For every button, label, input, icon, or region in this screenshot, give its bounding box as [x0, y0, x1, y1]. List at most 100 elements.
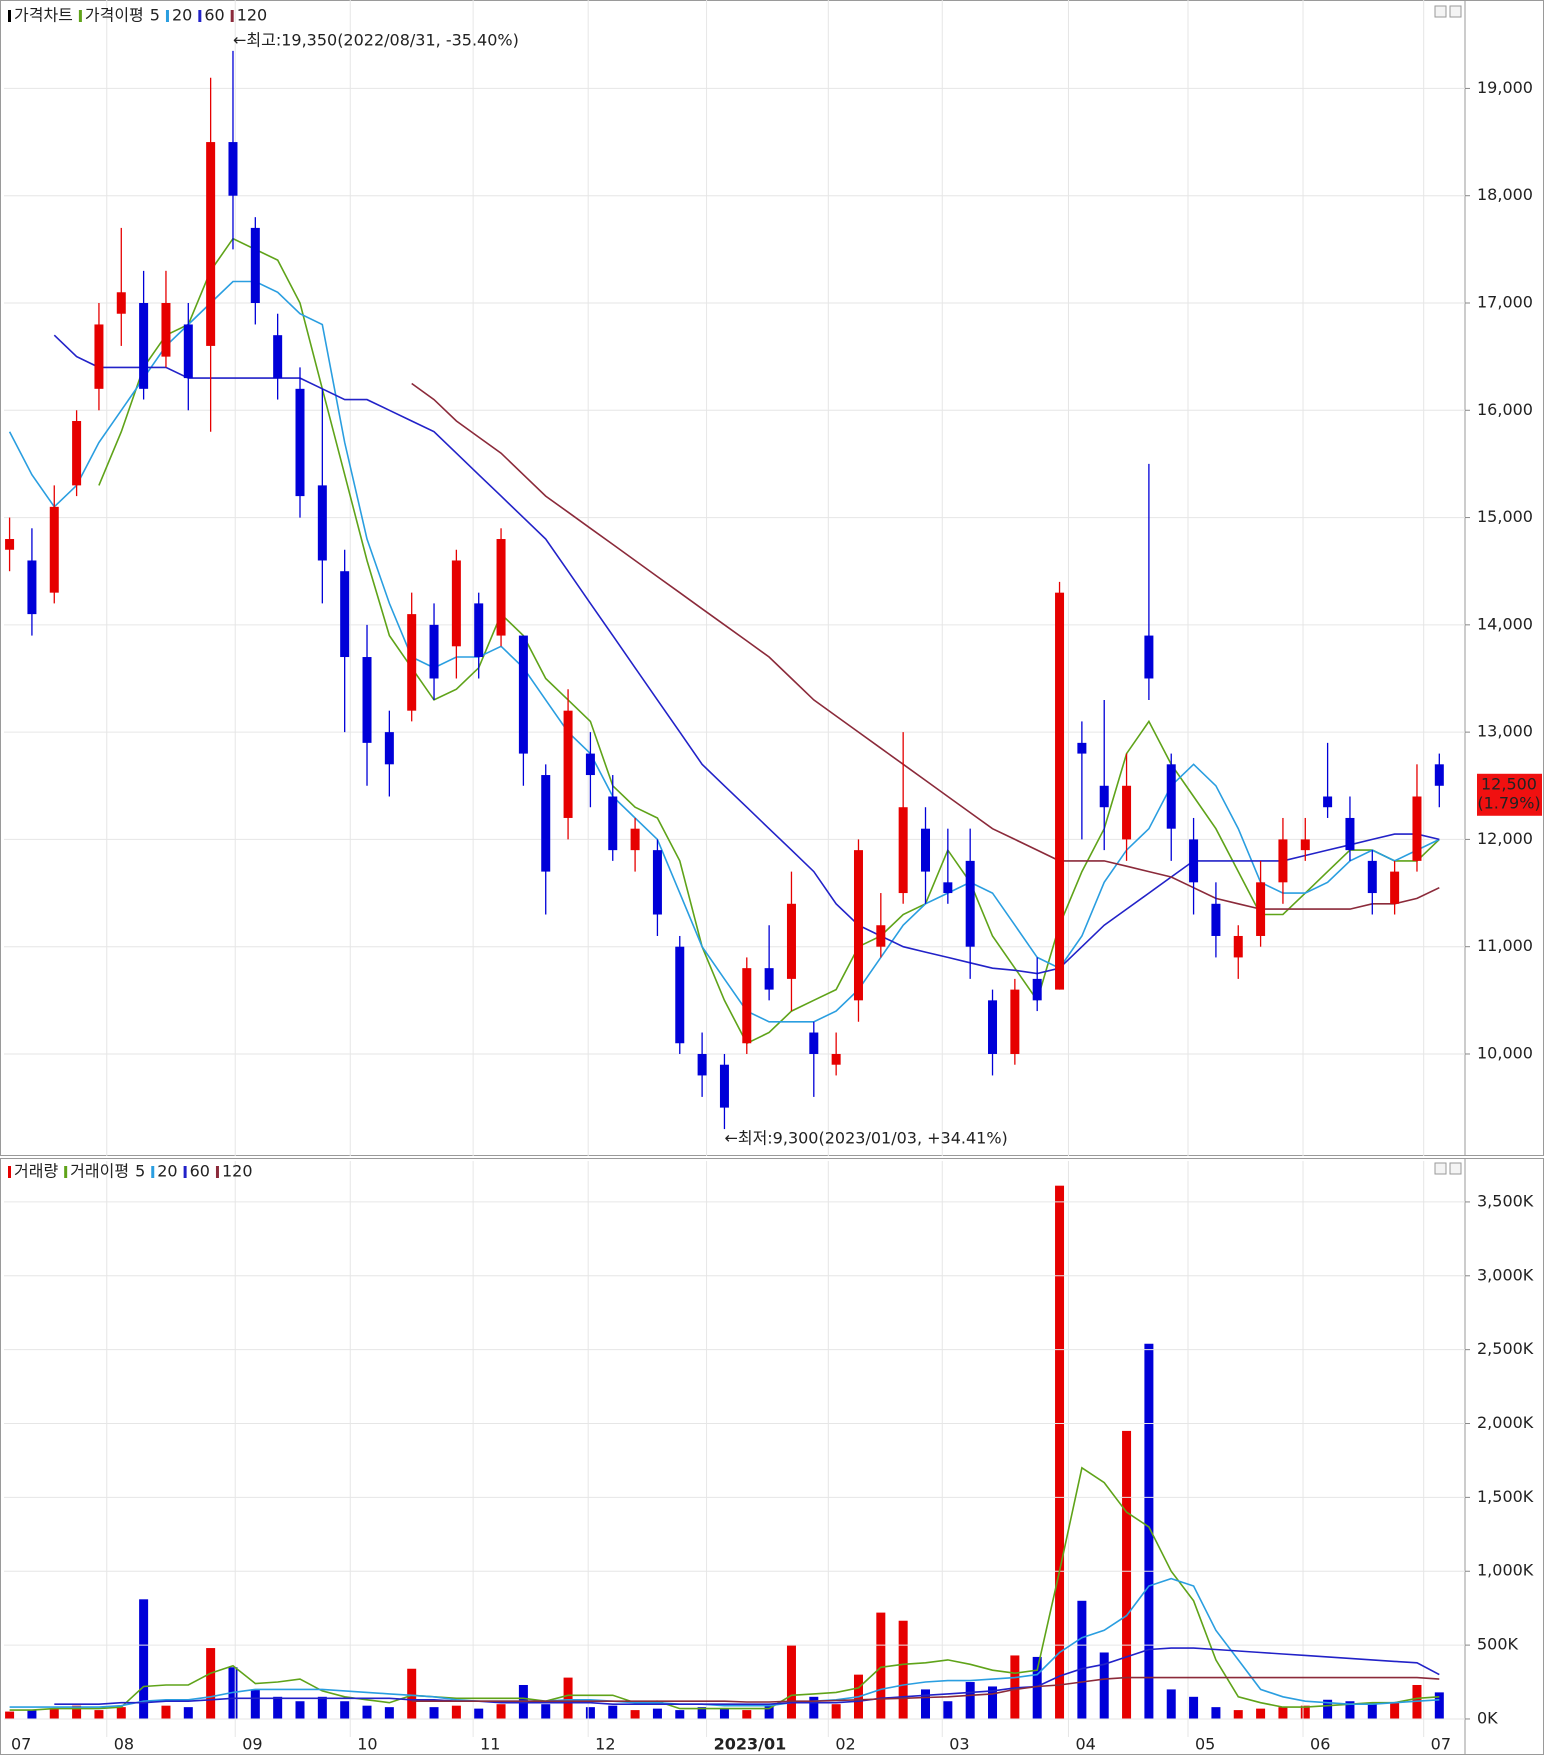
- candle-body: [518, 635, 528, 754]
- candle-body: [228, 142, 238, 196]
- y-tick-label: 18,000: [1477, 185, 1533, 204]
- volume-bar: [608, 1705, 618, 1719]
- volume-bar: [988, 1686, 998, 1719]
- legend-label: 가격이평: [85, 6, 144, 25]
- volume-bar: [1166, 1689, 1176, 1719]
- candle-body: [1122, 785, 1132, 840]
- candle-body: [630, 828, 640, 851]
- close-button[interactable]: [1449, 1162, 1462, 1175]
- volume-bar: [295, 1701, 305, 1719]
- candle-body: [1345, 817, 1355, 851]
- legend-marker: [165, 10, 169, 22]
- minimize-button[interactable]: [1434, 1162, 1447, 1175]
- candle-body: [786, 903, 796, 979]
- candle-body: [1211, 903, 1221, 936]
- candle-body: [317, 485, 327, 561]
- volume-panel-frame: [0, 1158, 1544, 1755]
- legend-marker: [8, 1166, 11, 1178]
- y-tick-label: 14,000: [1477, 614, 1533, 633]
- candle-body: [161, 302, 171, 357]
- volume-bar: [697, 1707, 707, 1719]
- candle-body: [675, 946, 685, 1044]
- legend-label: 60: [204, 6, 224, 25]
- volume-bar: [1367, 1704, 1377, 1719]
- volume-bar: [675, 1710, 685, 1719]
- minimize-button[interactable]: [1434, 5, 1447, 18]
- candle-body: [1189, 839, 1199, 883]
- moving-average-line: [9, 1466, 1440, 1711]
- close-button[interactable]: [1449, 5, 1462, 18]
- volume-bar: [72, 1705, 82, 1719]
- candle-body: [250, 227, 260, 303]
- candle-body: [362, 657, 372, 743]
- moving-average-line: [98, 237, 1440, 1045]
- panel-buttons[interactable]: [1434, 5, 1462, 1175]
- x-tick-label: 12: [595, 1735, 615, 1754]
- candle-body: [116, 292, 126, 314]
- y-tick-label: 0K: [1477, 1708, 1498, 1727]
- candle-body: [1055, 592, 1065, 990]
- legend-label: 60: [190, 1162, 210, 1181]
- volume-bar: [1032, 1656, 1042, 1719]
- candle-body: [273, 335, 283, 379]
- x-tick-label: 2023/01: [714, 1735, 787, 1754]
- candle-body: [764, 968, 774, 990]
- legend-label: 20: [172, 6, 192, 25]
- volume-bar: [898, 1620, 908, 1719]
- x-tick-label: 05: [1195, 1735, 1215, 1754]
- legend-label: 120: [237, 6, 268, 25]
- volume-bar: [652, 1708, 662, 1719]
- y-tick-label: 13,000: [1477, 722, 1533, 741]
- volume-bar: [630, 1710, 640, 1719]
- volume-bar: [1390, 1702, 1400, 1719]
- last-change-label: (1.79%): [1477, 793, 1540, 812]
- candle-body: [496, 539, 506, 636]
- x-tick-label: 11: [480, 1735, 500, 1754]
- x-tick-label: 04: [1075, 1735, 1095, 1754]
- candle-body: [1099, 785, 1109, 808]
- volume-bar: [27, 1710, 37, 1719]
- candle-body: [965, 860, 975, 947]
- candle-body: [1032, 978, 1042, 1001]
- candle-body: [1367, 860, 1377, 894]
- candle-body: [407, 614, 417, 711]
- y-tick-label: 12,000: [1477, 829, 1533, 848]
- candle-body: [608, 796, 618, 851]
- volume-bar: [161, 1705, 171, 1719]
- candle-body: [652, 850, 662, 915]
- volume-bar: [585, 1707, 595, 1719]
- volume-bar: [429, 1707, 439, 1719]
- volume-bar: [965, 1682, 975, 1719]
- y-tick-label: 11,000: [1477, 936, 1533, 955]
- high-annotation: ←최고:19,350(2022/08/31, -35.40%): [233, 30, 519, 49]
- candle-body: [943, 882, 953, 894]
- x-tick-label: 03: [949, 1735, 969, 1754]
- legend-marker: [230, 10, 234, 22]
- last-price-box: [1477, 773, 1542, 816]
- volume-bar: [1233, 1710, 1243, 1719]
- candle-body: [809, 1032, 819, 1054]
- legend-marker: [8, 10, 11, 22]
- moving-average-line: [9, 1577, 1440, 1708]
- y-tick-label: 16,000: [1477, 400, 1533, 419]
- x-tick-label: 07: [1431, 1735, 1451, 1754]
- y-tick-label: 2,500K: [1477, 1339, 1534, 1358]
- y-tick-label: 17,000: [1477, 292, 1533, 311]
- candle-body: [563, 710, 573, 818]
- legend-label: 거래량: [14, 1162, 58, 1181]
- y-tick-label: 19,000: [1477, 78, 1533, 97]
- last-price-label: 12,500: [1481, 774, 1537, 793]
- volume-bar: [384, 1707, 394, 1719]
- moving-average-line: [54, 1647, 1440, 1705]
- legend-marker: [151, 1166, 155, 1178]
- y-tick-label: 500K: [1477, 1635, 1519, 1654]
- candle-body: [139, 302, 149, 389]
- y-tick-label: 15,000: [1477, 507, 1533, 526]
- candle-body: [295, 388, 305, 497]
- candle-body: [742, 968, 752, 1044]
- volume-bar: [407, 1668, 417, 1719]
- candle-body: [1166, 764, 1176, 829]
- volume-bar: [742, 1710, 752, 1719]
- moving-average-line: [53, 334, 1440, 975]
- candle-body: [585, 753, 595, 776]
